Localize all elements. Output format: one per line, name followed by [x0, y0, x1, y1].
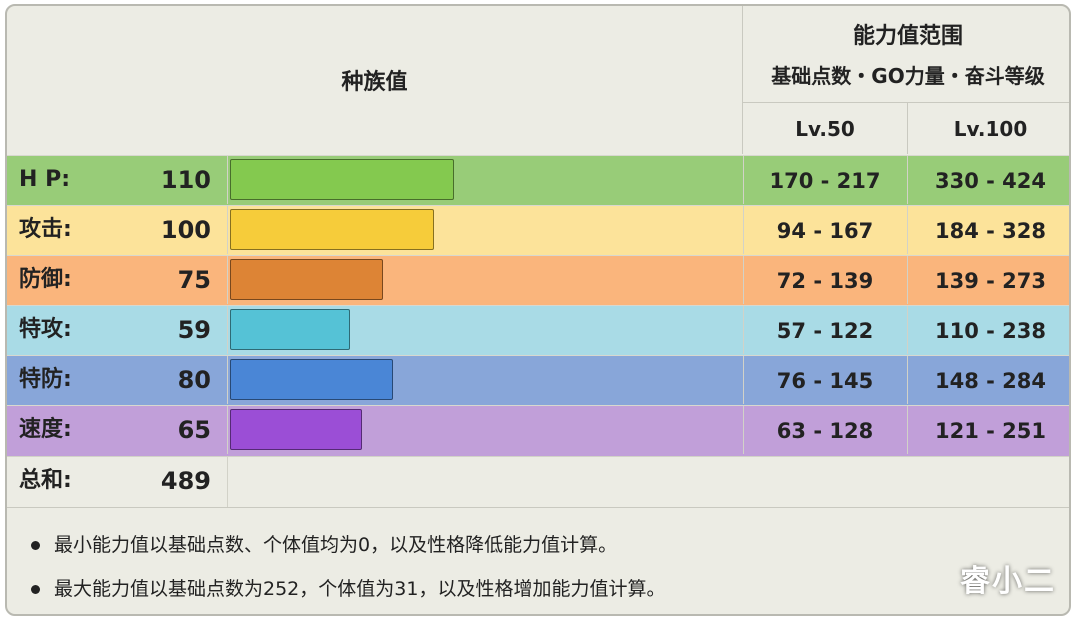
note-max: 最大能力值以基础点数为252，个体值为31，以及性格增加能力值计算。 [31, 574, 665, 601]
base-stats-header: 种族值 [7, 6, 743, 154]
stat-row: 特攻: 59 57 - 122 110 - 238 [7, 305, 1069, 356]
lv100-range: 148 - 284 [934, 369, 1046, 393]
stat-bar [230, 209, 434, 250]
lv50-range: 76 - 145 [743, 356, 908, 404]
total-label: 总和: [19, 468, 72, 493]
stat-bar-track [227, 406, 744, 454]
stat-range-header: 能力值范围 基础点数・GO力量・奋斗等级 [743, 6, 1069, 103]
stat-value: 110 [160, 166, 211, 194]
stat-bar [230, 159, 454, 200]
stat-label: 特攻: [19, 317, 72, 342]
lv100-range: 330 - 424 [934, 169, 1046, 193]
stat-label: 速度: [19, 417, 72, 442]
total-row: 总和: 489 [7, 456, 1069, 507]
bullet-icon [31, 585, 40, 594]
total-value: 489 [160, 467, 211, 495]
watermark: 睿小二 [960, 564, 1056, 599]
total-divider [227, 457, 228, 507]
note-max-text: 最大能力值以基础点数为252，个体值为31，以及性格增加能力值计算。 [54, 578, 666, 600]
notes-section: 最小能力值以基础点数、个体值均为0，以及性格降低能力值计算。 最大能力值以基础点… [7, 507, 1069, 614]
lv50-range: 170 - 217 [743, 156, 908, 204]
lv50-range: 63 - 128 [743, 406, 908, 454]
stat-label: 攻击: [19, 217, 72, 242]
lv50-range: 72 - 139 [743, 256, 908, 304]
stat-bar [230, 359, 393, 400]
stat-range-title: 能力值范围 [852, 24, 963, 49]
note-min: 最小能力值以基础点数、个体值均为0，以及性格降低能力值计算。 [31, 530, 617, 557]
stat-row: 特防: 80 76 - 145 148 - 284 [7, 355, 1069, 406]
lv100-header: Lv.100 [953, 116, 1028, 141]
stat-row: H P: 110 170 - 217 330 - 424 [7, 155, 1069, 206]
stat-bar-track [227, 156, 744, 204]
stat-value: 65 [177, 416, 211, 444]
lv100-range: 139 - 273 [934, 269, 1046, 293]
stat-value: 80 [177, 366, 211, 394]
stat-label: 特防: [19, 367, 72, 392]
stat-value: 100 [160, 216, 211, 244]
stat-bar [230, 259, 383, 300]
stat-row: 速度: 65 63 - 128 121 - 251 [7, 405, 1069, 456]
stat-value: 75 [177, 266, 211, 294]
stat-label: 防御: [19, 267, 72, 292]
bullet-icon [31, 541, 40, 550]
lv100-range: 121 - 251 [934, 419, 1046, 443]
stat-bar [230, 309, 350, 350]
stat-row: 防御: 75 72 - 139 139 - 273 [7, 255, 1069, 306]
lv50-header: Lv.50 [743, 103, 908, 154]
stat-bar-track [227, 256, 744, 304]
stat-bar [230, 409, 362, 450]
stat-bar-track [227, 356, 744, 404]
stat-value: 59 [177, 316, 211, 344]
note-min-text: 最小能力值以基础点数、个体值均为0，以及性格降低能力值计算。 [54, 534, 618, 556]
stat-bar-track [227, 306, 744, 354]
lv100-range: 184 - 328 [934, 219, 1046, 243]
stat-range-subtitle: 基础点数・GO力量・奋斗等级 [771, 64, 1045, 88]
lv100-range: 110 - 238 [934, 319, 1046, 343]
stats-card: 种族值 能力值范围 基础点数・GO力量・奋斗等级 Lv.50 Lv.100 H … [5, 4, 1071, 616]
lv50-range: 57 - 122 [743, 306, 908, 354]
stat-bar-track [227, 206, 744, 254]
lv50-range: 94 - 167 [743, 206, 908, 254]
stat-label: H P: [19, 167, 70, 192]
stat-row: 攻击: 100 94 - 167 184 - 328 [7, 205, 1069, 256]
